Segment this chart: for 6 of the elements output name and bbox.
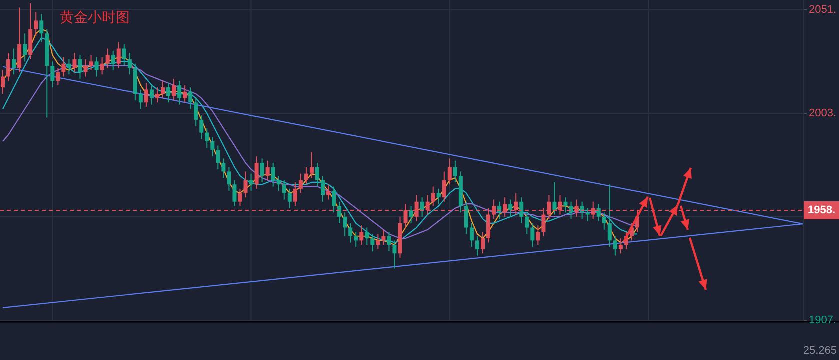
y-tick-label: 2003. xyxy=(809,107,837,120)
y-tick-label: 1907. xyxy=(809,314,837,326)
ref-line-label: 1958. xyxy=(808,204,836,216)
y-tick-label: 2051. xyxy=(809,4,837,16)
text: 25.265 xyxy=(803,345,837,357)
text: 黄金小时图 xyxy=(60,9,130,25)
